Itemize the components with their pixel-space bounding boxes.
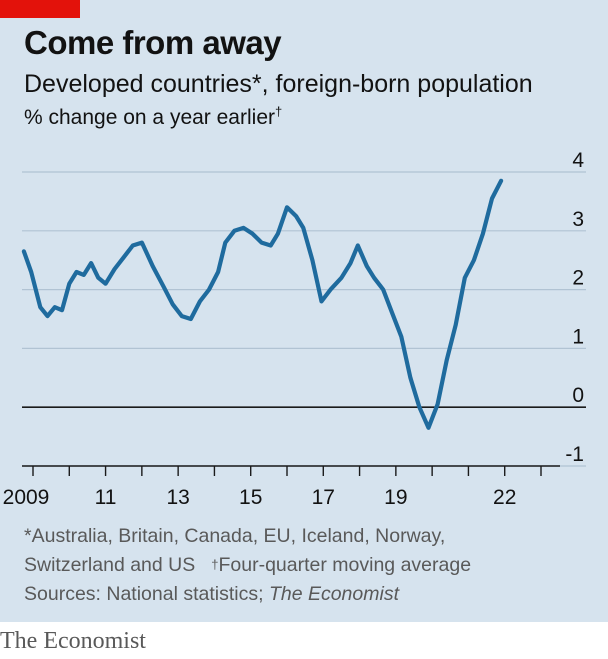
series-line-foreign-born-population bbox=[21, 178, 504, 430]
x-tick-label: 11 bbox=[95, 486, 117, 509]
y-tick-label: 3 bbox=[572, 208, 584, 231]
sources-prefix: Sources: National statistics; bbox=[24, 583, 269, 605]
line-chart: -1 0 1 2 3 4 2009 11 13 15 17 19 22 bbox=[3, 150, 586, 509]
y-tick-label: -1 bbox=[565, 443, 584, 466]
x-tick-label: 19 bbox=[384, 486, 407, 509]
y-tick-labels: -1 0 1 2 3 4 bbox=[565, 150, 584, 466]
x-tick-label: 17 bbox=[312, 486, 335, 509]
gridlines bbox=[22, 171, 586, 467]
y-tick-label: 1 bbox=[572, 325, 584, 348]
footnote-countries: Switzerland and US bbox=[24, 554, 196, 576]
units-dagger: † bbox=[275, 104, 283, 119]
chart-panel: Come from away Developed countries*, for… bbox=[0, 0, 608, 622]
y-tick-label: 2 bbox=[572, 267, 584, 290]
sources-italic: The Economist bbox=[268, 583, 399, 605]
units-text: % change on a year earlier bbox=[24, 106, 275, 129]
brand-logo: The Economist bbox=[0, 628, 146, 654]
chart-title: Come from away bbox=[24, 24, 282, 61]
red-tag-icon bbox=[0, 0, 80, 18]
x-tick-label: 2009 bbox=[3, 486, 50, 509]
y-tick-label: 0 bbox=[572, 384, 584, 407]
footnote-line-2: Switzerland and US †Four-quarter moving a… bbox=[24, 551, 594, 580]
x-tick-label: 13 bbox=[166, 486, 189, 509]
footnotes: *Australia, Britain, Canada, EU, Iceland… bbox=[24, 522, 594, 609]
sources-line: Sources: National statistics; The Econom… bbox=[24, 580, 594, 609]
footnote-dagger: † bbox=[211, 557, 219, 572]
x-axis: 2009 11 13 15 17 19 22 bbox=[3, 465, 560, 509]
x-tick-label: 22 bbox=[493, 486, 516, 509]
x-tick-label: 15 bbox=[239, 486, 262, 509]
footnote-line-1: *Australia, Britain, Canada, EU, Iceland… bbox=[24, 525, 446, 547]
y-tick-label: 4 bbox=[572, 150, 584, 172]
series-group bbox=[21, 178, 504, 430]
chart-units: % change on a year earlier† bbox=[24, 104, 283, 130]
chart-subtitle: Developed countries*, foreign-born popul… bbox=[24, 70, 533, 98]
footnote-moving-average: Four-quarter moving average bbox=[218, 554, 472, 576]
